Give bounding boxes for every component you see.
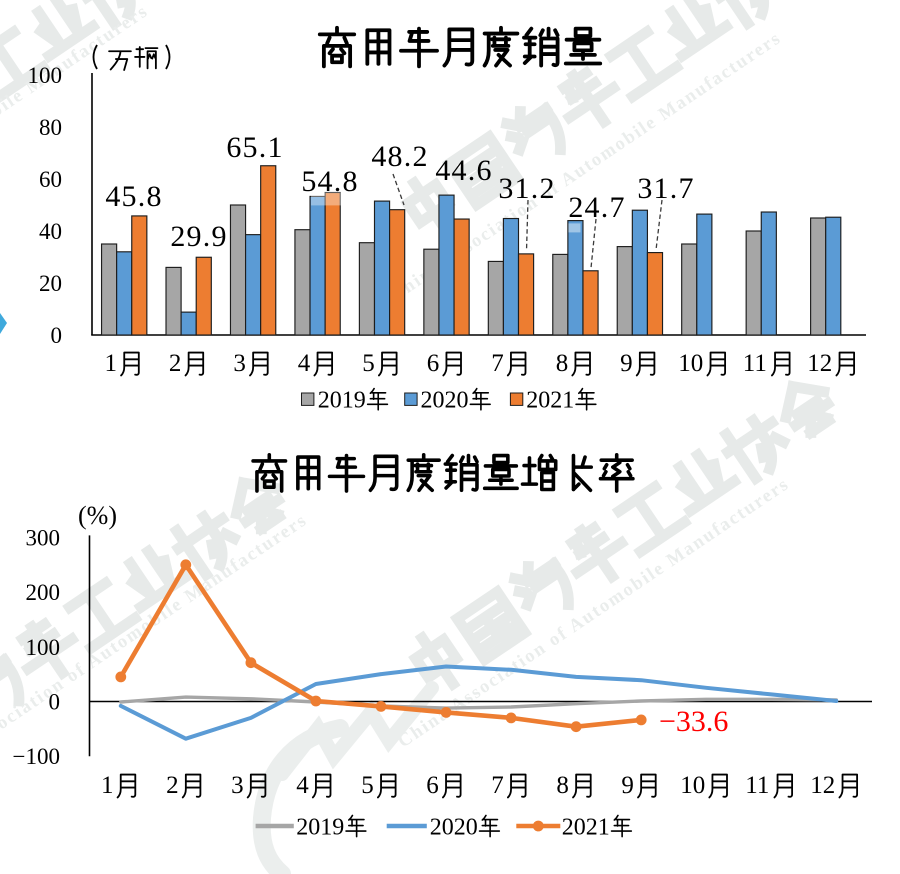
svg-text:5: 5 [362,350,375,377]
svg-text:45.8: 45.8 [105,180,162,213]
svg-text:31.2: 31.2 [498,172,555,205]
svg-text:10: 10 [680,772,705,799]
svg-text:6: 6 [427,350,440,377]
svg-text:5: 5 [361,772,374,799]
svg-text:2020: 2020 [430,814,478,840]
svg-text:11: 11 [745,772,769,799]
svg-text:31.7: 31.7 [637,172,694,205]
svg-text:100: 100 [26,635,61,660]
svg-text:44.6: 44.6 [435,154,492,187]
svg-text:4: 4 [298,350,311,377]
svg-text:(%): (%) [78,501,117,530]
svg-text:9: 9 [620,350,633,377]
svg-text:9: 9 [621,772,634,799]
svg-text:−33.6: −33.6 [659,705,728,738]
svg-text:24.7: 24.7 [568,191,625,224]
svg-text:20: 20 [39,271,62,296]
svg-text:8: 8 [556,350,569,377]
svg-text:54.8: 54.8 [301,165,358,198]
svg-text:29.9: 29.9 [170,220,227,253]
svg-text:100: 100 [28,63,63,88]
svg-text:80: 80 [39,115,62,140]
svg-text:8: 8 [556,772,569,799]
svg-text:−100: −100 [13,744,60,769]
svg-text:6: 6 [426,772,439,799]
svg-text:48.2: 48.2 [371,140,428,173]
svg-text:0: 0 [49,690,61,715]
svg-text:2019: 2019 [318,388,366,414]
svg-text:2021: 2021 [562,814,610,840]
svg-text:60: 60 [39,167,62,192]
svg-text:2020: 2020 [421,388,469,414]
svg-text:11: 11 [743,350,767,377]
svg-text:65.1: 65.1 [226,131,283,164]
svg-text:7: 7 [491,772,504,799]
svg-text:2021: 2021 [526,388,574,414]
svg-text:12: 12 [810,772,835,799]
svg-text:10: 10 [678,350,703,377]
svg-text:0: 0 [51,323,63,348]
svg-text:1: 1 [101,772,114,799]
svg-text:2019: 2019 [296,814,344,840]
svg-text:3: 3 [231,772,244,799]
svg-text:3: 3 [233,350,246,377]
svg-text:12: 12 [807,350,832,377]
svg-text:200: 200 [26,580,61,605]
svg-text:7: 7 [491,350,504,377]
svg-text:1: 1 [105,350,118,377]
svg-text:2: 2 [169,350,182,377]
svg-text:40: 40 [39,219,62,244]
svg-text:2: 2 [166,772,179,799]
svg-text:300: 300 [26,525,61,550]
svg-text:4: 4 [296,772,309,799]
